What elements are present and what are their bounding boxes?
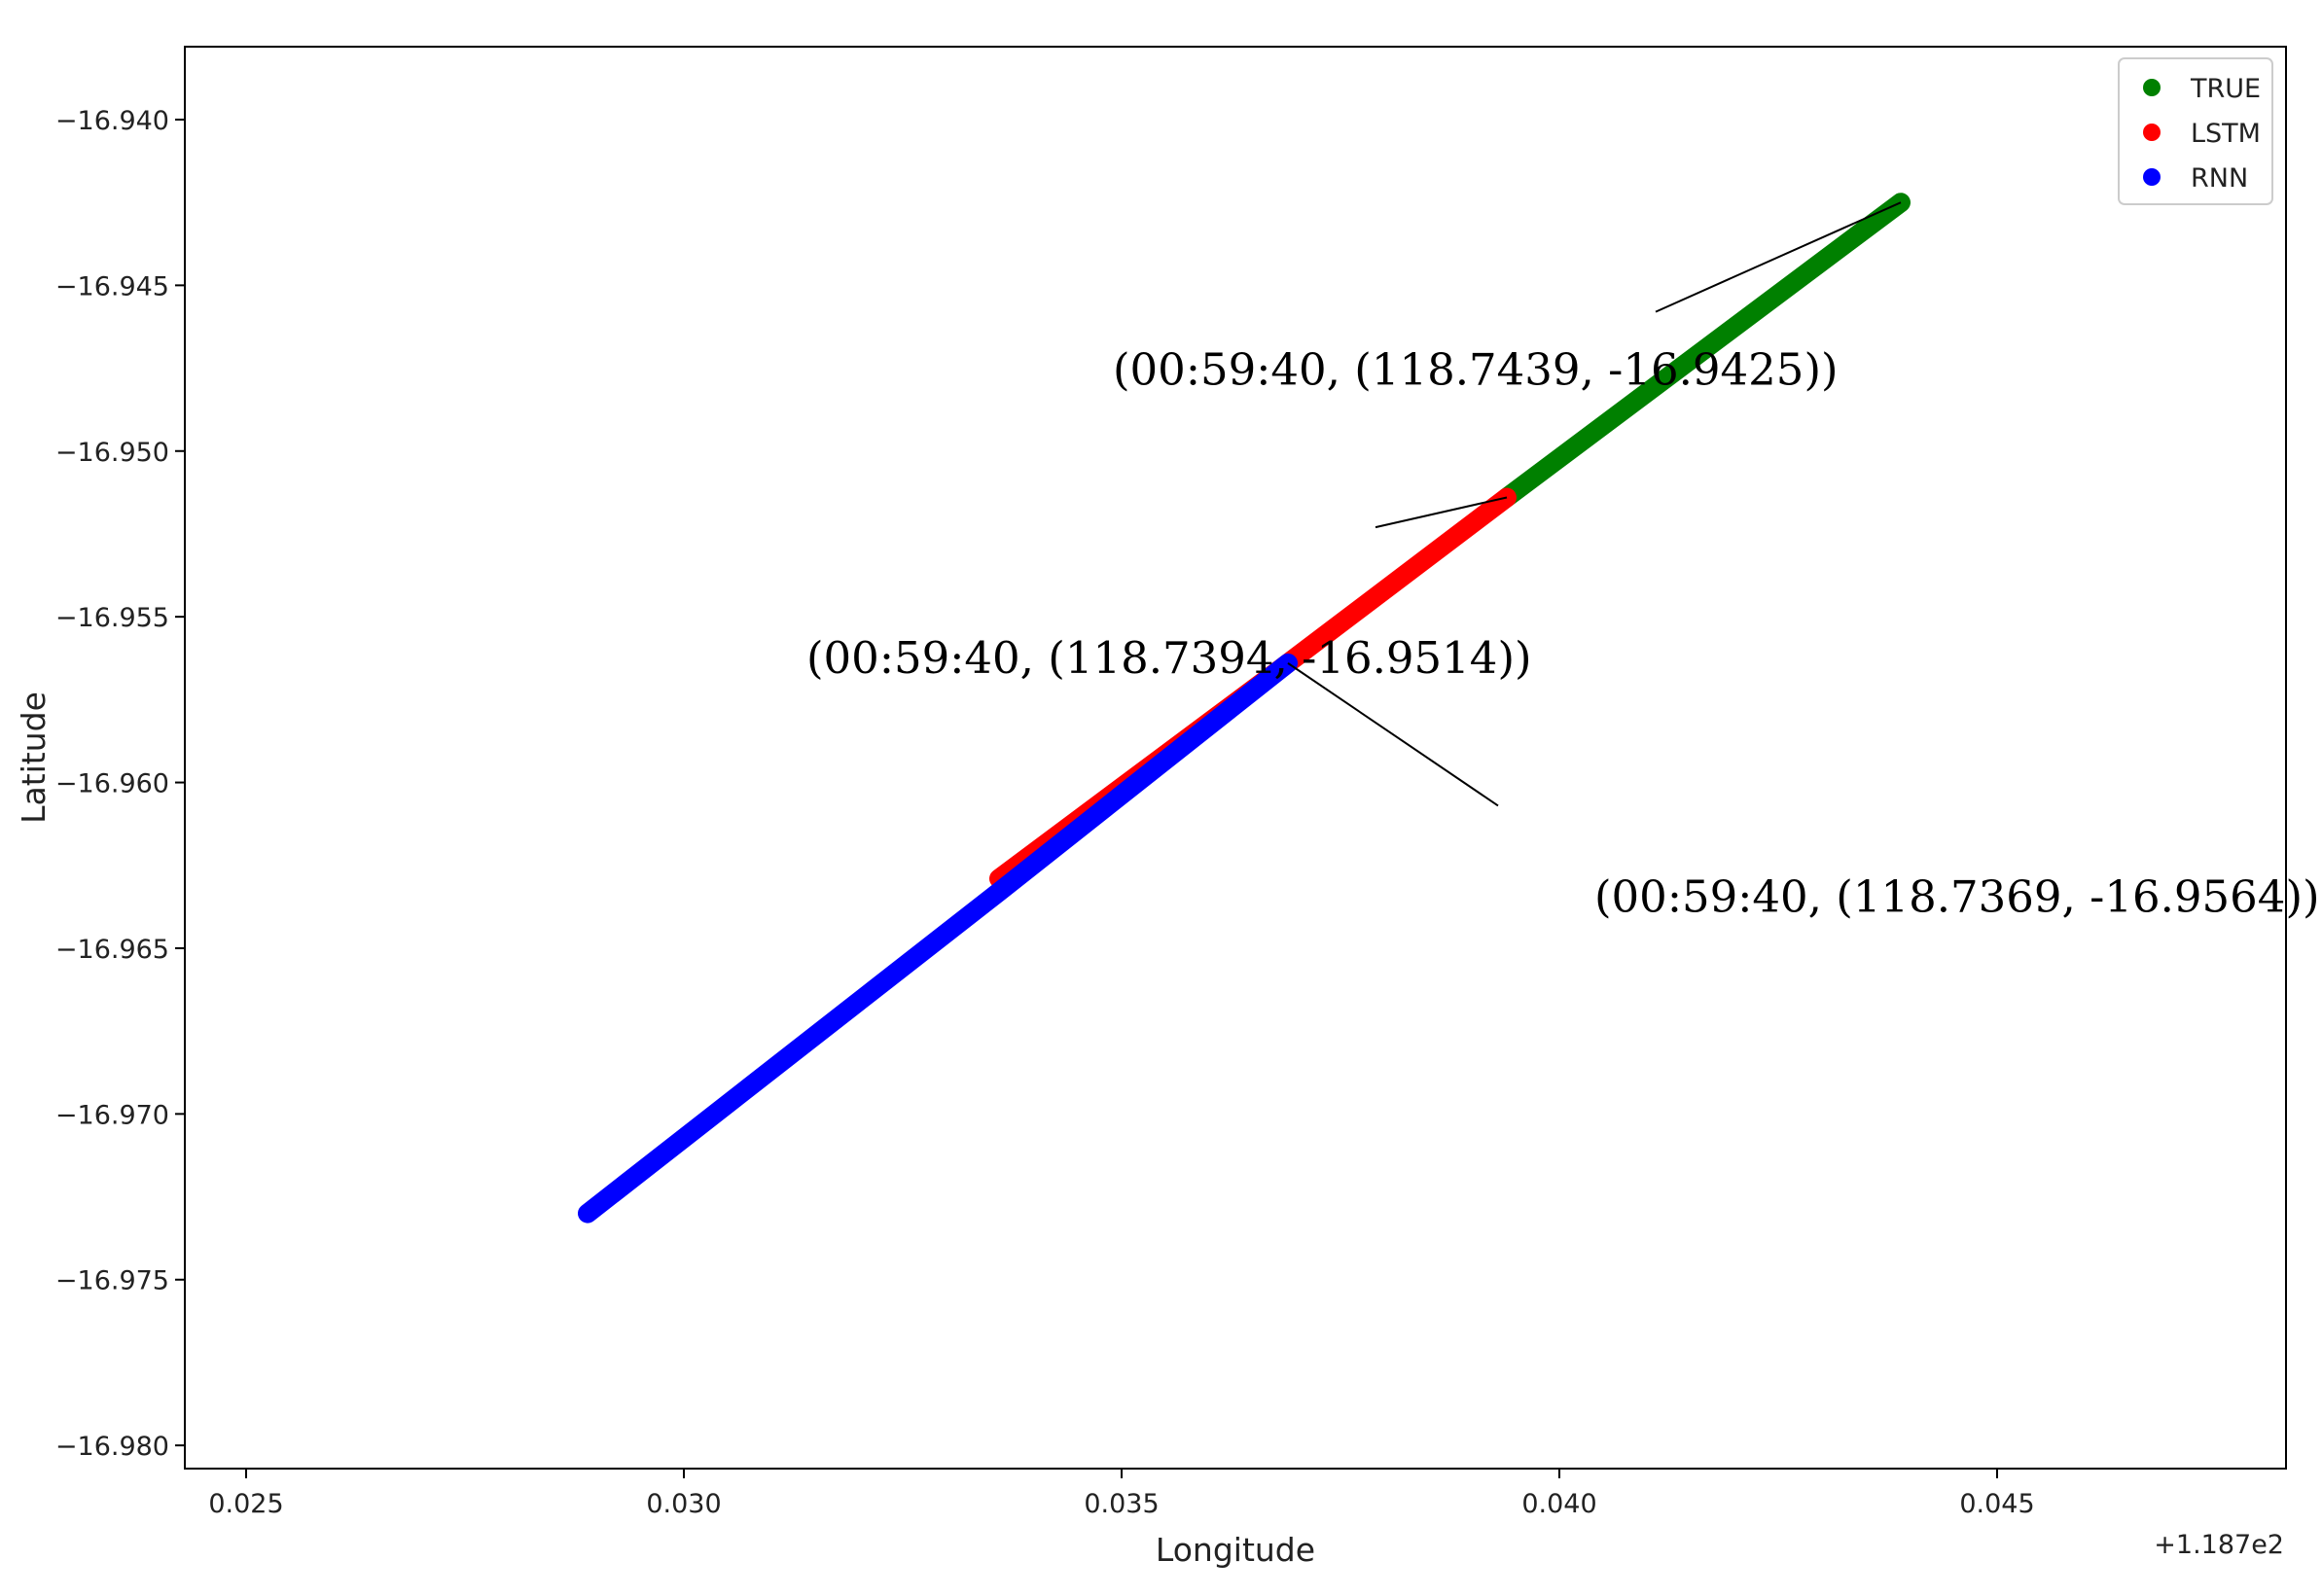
x-offset-label: +1.187e2 bbox=[2154, 1530, 2284, 1560]
annotation-leader-line bbox=[1287, 662, 1499, 807]
annotation-label: (00:59:40, (118.7394, -16.9514)) bbox=[806, 632, 1532, 684]
series-line-rnn bbox=[578, 653, 1298, 1224]
annotation-leader-line bbox=[1655, 201, 1902, 313]
y-tick-label: −16.980 bbox=[55, 1432, 169, 1462]
x-tick-label: 0.025 bbox=[208, 1489, 283, 1519]
legend-label-rnn: RNN bbox=[2191, 163, 2248, 194]
y-tick-label: −16.950 bbox=[55, 438, 169, 468]
legend-marker-lstm bbox=[2143, 124, 2161, 141]
annotation-layer: (00:59:40, (118.7439, -16.9425)) (00:59:4… bbox=[806, 201, 2320, 922]
x-tick-label: 0.040 bbox=[1521, 1489, 1596, 1519]
y-tick-label: −16.975 bbox=[55, 1266, 169, 1296]
x-tick-label: 0.045 bbox=[1959, 1489, 2034, 1519]
x-axis-ticks: 0.025 0.030 0.035 0.040 0.045 bbox=[208, 1469, 2035, 1519]
x-axis-label: Longitude bbox=[1156, 1531, 1315, 1569]
annotation-label: (00:59:40, (118.7369, -16.9564)) bbox=[1594, 870, 2320, 922]
annotation-label: (00:59:40, (118.7439, -16.9425)) bbox=[1113, 344, 1839, 396]
legend-frame bbox=[2118, 57, 2273, 205]
y-axis-label: Latitude bbox=[15, 692, 53, 824]
legend-marker-rnn bbox=[2143, 168, 2161, 186]
legend-label-true: TRUE bbox=[2190, 74, 2261, 104]
legend-marker-true bbox=[2143, 79, 2161, 96]
legend-label-lstm: LSTM bbox=[2191, 119, 2261, 149]
annotation-leader-line bbox=[1375, 496, 1508, 529]
plot-background bbox=[185, 47, 2286, 1469]
y-tick-label: −16.955 bbox=[55, 603, 169, 633]
y-tick-label: −16.960 bbox=[55, 769, 169, 799]
y-axis-ticks: −16.940 −16.945 −16.950 −16.955 −16.960 −16.9… bbox=[55, 106, 185, 1462]
y-tick-label: −16.965 bbox=[55, 935, 169, 965]
y-tick-label: −16.970 bbox=[55, 1100, 169, 1130]
y-tick-label: −16.940 bbox=[55, 106, 169, 136]
x-tick-label: 0.030 bbox=[646, 1489, 721, 1519]
legend: TRUE LSTM RNN bbox=[2118, 57, 2273, 205]
series-line-true bbox=[1497, 193, 1911, 508]
x-tick-label: 0.035 bbox=[1084, 1489, 1159, 1519]
y-tick-label: −16.945 bbox=[55, 271, 169, 301]
plot-frame bbox=[184, 46, 2287, 1470]
